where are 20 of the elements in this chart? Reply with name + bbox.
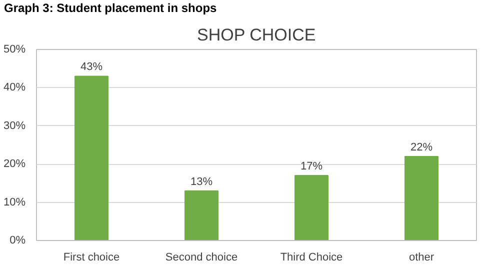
- y-tick-label: 10%: [3, 196, 26, 208]
- y-tick-label: 20%: [3, 158, 26, 170]
- x-tick-label: other: [408, 252, 434, 264]
- chart-title: Graph 3: Student placement in shops: [4, 0, 217, 17]
- y-tick-label: 40%: [3, 82, 26, 94]
- chart-subtitle: SHOP CHOICE: [196, 26, 316, 44]
- y-tick-label: 50%: [3, 44, 26, 56]
- x-tick-label: Third Choice: [280, 252, 343, 264]
- data-label: 22%: [410, 141, 433, 154]
- data-label: 13%: [190, 176, 213, 188]
- data-label: 17%: [300, 160, 323, 173]
- x-tick-label: Second choice: [165, 252, 238, 264]
- y-tick-label: 0%: [10, 234, 26, 246]
- bar: [74, 76, 108, 240]
- x-tick-label: First choice: [63, 252, 120, 264]
- bar: [294, 175, 328, 240]
- bar: [184, 190, 218, 240]
- data-label: 43%: [80, 61, 103, 74]
- y-tick-label: 30%: [3, 120, 26, 132]
- bar: [404, 156, 438, 240]
